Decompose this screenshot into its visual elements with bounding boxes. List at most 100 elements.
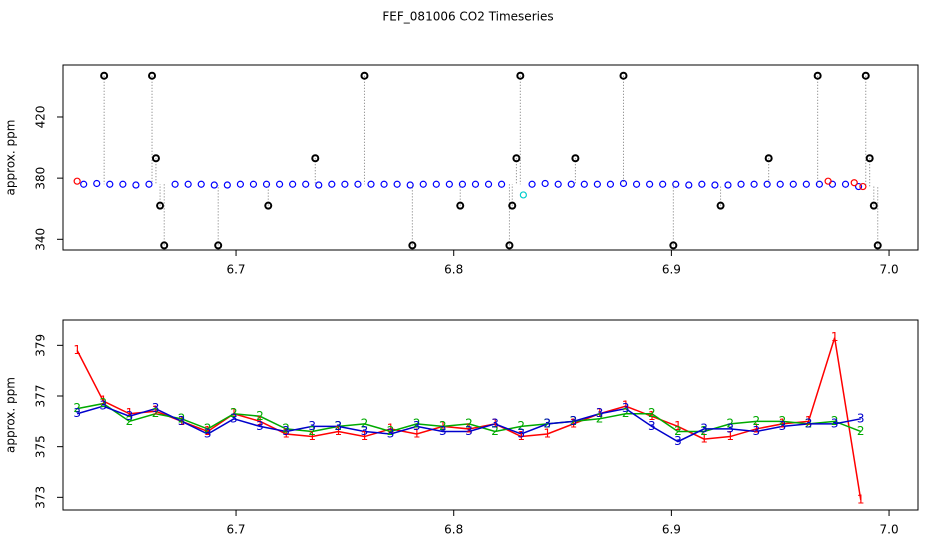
- y-axis-label: approx. ppm: [4, 120, 18, 196]
- point-symbol: 1: [152, 404, 160, 418]
- y-tick-label: 375: [34, 435, 48, 458]
- point-symbol: 2: [308, 424, 316, 438]
- y-axis-label: approx. ppm: [4, 377, 18, 453]
- point-symbol: 2: [674, 424, 682, 438]
- point-symbol: 1: [335, 424, 343, 438]
- point-symbol: 3: [805, 416, 813, 430]
- point-symbol: 1: [126, 406, 134, 420]
- point-symbol: 2: [726, 416, 734, 430]
- point-symbol: 3: [256, 419, 264, 433]
- point: [100, 71, 109, 80]
- point: [789, 180, 797, 188]
- point-symbol: 2: [230, 406, 238, 420]
- point: [646, 180, 654, 188]
- point-symbol: 1: [831, 330, 839, 344]
- point: [393, 180, 401, 188]
- point-symbol: 3: [726, 421, 734, 435]
- point: [567, 180, 575, 188]
- point-symbol: 3: [282, 424, 290, 438]
- y-tick-label: 380: [34, 167, 48, 190]
- point-symbol: 1: [491, 416, 499, 430]
- point-symbol: 3: [857, 411, 865, 425]
- figure-title: FEF_081006 CO2 Timeseries: [382, 10, 553, 24]
- point: [419, 180, 427, 188]
- point-symbol: 3: [361, 424, 369, 438]
- point-symbol: 3: [543, 416, 551, 430]
- point-symbol: 3: [413, 419, 421, 433]
- point: [824, 177, 832, 185]
- point-symbol: 1: [387, 421, 395, 435]
- point: [354, 180, 362, 188]
- point-symbol: 1: [700, 432, 708, 446]
- point: [711, 181, 719, 189]
- point-symbol: 2: [700, 424, 708, 438]
- point: [541, 179, 549, 188]
- point-symbol: 2: [256, 409, 264, 423]
- x-tick-label: 6.7: [226, 523, 245, 537]
- point: [73, 177, 81, 185]
- point-symbol: 3: [491, 416, 499, 430]
- y-tick-label: 340: [34, 228, 48, 251]
- point: [606, 180, 615, 188]
- point-symbol: 3: [99, 399, 107, 413]
- point-symbol: 2: [648, 406, 656, 420]
- point: [776, 180, 784, 188]
- x-tick-label: 6.8: [444, 263, 463, 277]
- point-symbol: 2: [857, 424, 865, 438]
- y-tick-label: 379: [34, 334, 48, 357]
- point: [859, 182, 867, 191]
- series-line: [77, 402, 862, 433]
- point: [458, 180, 467, 188]
- point-symbol: 3: [152, 401, 160, 415]
- point-symbol: 3: [230, 411, 238, 425]
- point: [236, 180, 244, 188]
- point: [264, 201, 273, 210]
- point-symbol: 3: [622, 401, 630, 415]
- x-tick-label: 7.0: [880, 523, 899, 537]
- point: [302, 180, 310, 188]
- point-symbol: 2: [204, 421, 212, 435]
- point: [80, 180, 88, 188]
- point: [471, 180, 480, 188]
- point: [151, 154, 160, 163]
- point: [580, 180, 588, 188]
- point-symbol: 1: [73, 343, 81, 357]
- point-symbol: 1: [413, 427, 421, 441]
- y-tick-label: 373: [34, 486, 48, 509]
- point: [865, 154, 874, 163]
- point-symbol: 2: [335, 419, 343, 433]
- point: [716, 201, 725, 210]
- point-symbol: 3: [178, 414, 186, 428]
- point: [484, 180, 493, 188]
- point: [519, 191, 527, 199]
- point-symbol: 3: [439, 424, 447, 438]
- point-symbol: 1: [99, 394, 107, 408]
- point: [850, 179, 858, 187]
- point: [408, 241, 417, 250]
- x-tick-label: 6.8: [444, 523, 463, 537]
- point: [380, 180, 388, 188]
- point: [132, 181, 140, 189]
- plot-frame: [62, 319, 919, 511]
- point: [160, 241, 169, 250]
- point-symbol: 2: [752, 414, 760, 428]
- point: [669, 241, 678, 250]
- point-symbol: 2: [465, 416, 473, 430]
- point: [262, 180, 271, 188]
- point-symbol: 2: [361, 416, 369, 430]
- point: [311, 154, 320, 163]
- point-symbol: 3: [73, 406, 81, 420]
- point: [763, 180, 771, 188]
- point: [328, 180, 336, 188]
- point: [275, 180, 284, 188]
- point: [406, 181, 414, 189]
- point-symbol: 1: [178, 414, 186, 428]
- point: [861, 71, 870, 80]
- point: [815, 180, 823, 188]
- point-symbol: 2: [491, 424, 499, 438]
- point-symbol: 3: [752, 424, 760, 438]
- point: [841, 180, 850, 188]
- y-tick-label: 420: [34, 106, 48, 129]
- point: [145, 180, 153, 188]
- point-symbol: 3: [308, 419, 316, 433]
